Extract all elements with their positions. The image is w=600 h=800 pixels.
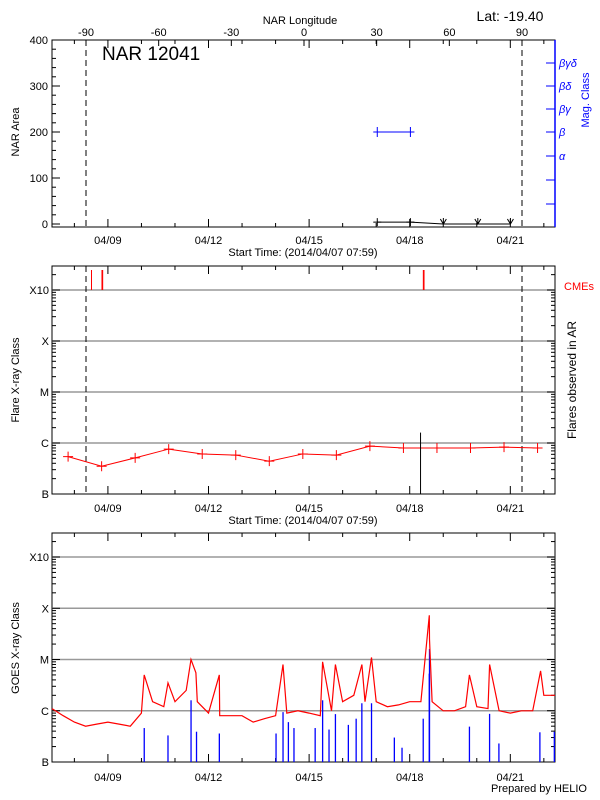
area-missing-marker — [474, 218, 482, 225]
lon-tick-label: -30 — [223, 27, 239, 39]
nar-y-tick-label: 0 — [42, 219, 48, 231]
flare-panel-y-tick-label: X — [42, 336, 50, 348]
mag-class-point — [406, 127, 415, 137]
nar-x-tick-label: 04/21 — [497, 235, 525, 247]
goes-panel-y-tick-label: X10 — [29, 552, 49, 564]
lon-tick-label: -60 — [151, 27, 167, 39]
background-flux-point — [331, 450, 342, 461]
mag-class-tick-label: βγδ — [558, 58, 578, 70]
background-flux-point — [431, 442, 442, 453]
y-axis-label-nar: NAR Area — [10, 107, 22, 157]
y-axis-label-goes: GOES X-ray Class — [10, 602, 22, 694]
flare-panel-x-tick-label: 04/18 — [396, 503, 424, 515]
goes-panel-x-tick-label: 04/12 — [195, 772, 223, 784]
flare-panel-x-tick-label: 04/12 — [195, 503, 223, 515]
nar-panel-frame — [51, 39, 556, 228]
nar-x-tick-label: 04/15 — [295, 235, 323, 247]
nar-x-tick-label: 04/12 — [195, 235, 223, 247]
lon-tick-label: 30 — [371, 27, 383, 39]
flare-panel-frame — [51, 265, 556, 495]
area-point — [406, 218, 415, 227]
background-flux-point — [364, 441, 375, 452]
nar-x-tick-label: 04/18 — [396, 235, 424, 247]
mag-class-tick-label: β — [558, 127, 566, 139]
goes-panel-x-tick-label: 04/21 — [497, 772, 525, 784]
y-axis-label-flares-right: Flares observed in AR — [565, 321, 579, 439]
goes-panel-x-tick-label: 04/09 — [94, 772, 122, 784]
flare-panel-y-tick-label: M — [40, 387, 49, 399]
background-flux-point — [499, 442, 510, 453]
background-flux-point — [297, 448, 308, 459]
lon-tick-label: -90 — [78, 27, 94, 39]
background-flux-point — [532, 442, 543, 453]
background-flux-point — [96, 461, 107, 472]
background-flux-point — [264, 456, 275, 467]
y-axis-label-mag-class: Mag. Class — [580, 72, 592, 128]
lon-tick-label: 60 — [443, 27, 455, 39]
background-flux-point — [197, 448, 208, 459]
mag-class-tick-label: βδ — [558, 81, 572, 93]
goes-panel-frame — [51, 532, 556, 763]
lon-tick-label: 90 — [516, 27, 528, 39]
flare-panel-y-tick-label: C — [41, 438, 49, 450]
nar-x-tick-label: 04/09 — [94, 235, 122, 247]
background-flux-point — [465, 442, 476, 453]
goes-panel-x-tick-label: 04/18 — [396, 772, 424, 784]
cme-label: CMEs — [564, 281, 594, 293]
goes-panel-y-tick-label: X — [42, 603, 50, 615]
background-flux-point — [130, 452, 141, 463]
flare-panel-x-tick-label: 04/09 — [94, 503, 122, 515]
goes-panel-y-tick-label: M — [40, 655, 49, 667]
flare-panel-y-tick-label: B — [42, 489, 49, 501]
background-flux-point — [63, 451, 74, 462]
goes-long-line — [51, 615, 555, 727]
goes-panel-y-tick-label: C — [41, 706, 49, 718]
lon-tick-label: 0 — [301, 27, 307, 39]
goes-panel-y-tick-label: B — [42, 757, 49, 769]
goes-panel-x-tick-label: 04/15 — [295, 772, 323, 784]
mag-class-tick-label: α — [559, 151, 566, 163]
background-flux-point — [398, 442, 409, 453]
latitude-label: Lat: -19.40 — [477, 8, 544, 24]
flare-panel-y-tick-label: X10 — [29, 285, 49, 297]
area-missing-marker — [439, 218, 447, 225]
area-missing-marker — [507, 218, 514, 225]
y-axis-label-flares: Flare X-ray Class — [10, 337, 22, 422]
mag-class-point — [373, 127, 382, 137]
region-label: NAR 12041 — [102, 44, 200, 65]
nar-y-tick-label: 400 — [30, 35, 48, 47]
background-flux-point — [230, 450, 241, 461]
credit-label: Prepared by HELIO — [491, 783, 587, 795]
x-axis-label-flares: Start Time: (2014/04/07 07:59) — [228, 515, 377, 527]
flare-panel-x-tick-label: 04/15 — [295, 503, 323, 515]
nar-y-tick-label: 200 — [30, 127, 48, 139]
background-flux-point — [163, 444, 174, 455]
nar-y-tick-label: 100 — [30, 173, 48, 185]
flare-panel-x-tick-label: 04/21 — [497, 503, 525, 515]
area-point — [373, 218, 382, 227]
x-axis-label-nar: Start Time: (2014/04/07 07:59) — [228, 247, 377, 259]
mag-class-tick-label: βγ — [558, 104, 572, 116]
nar-y-tick-label: 300 — [30, 81, 48, 93]
top-axis-label: NAR Longitude — [263, 15, 338, 27]
